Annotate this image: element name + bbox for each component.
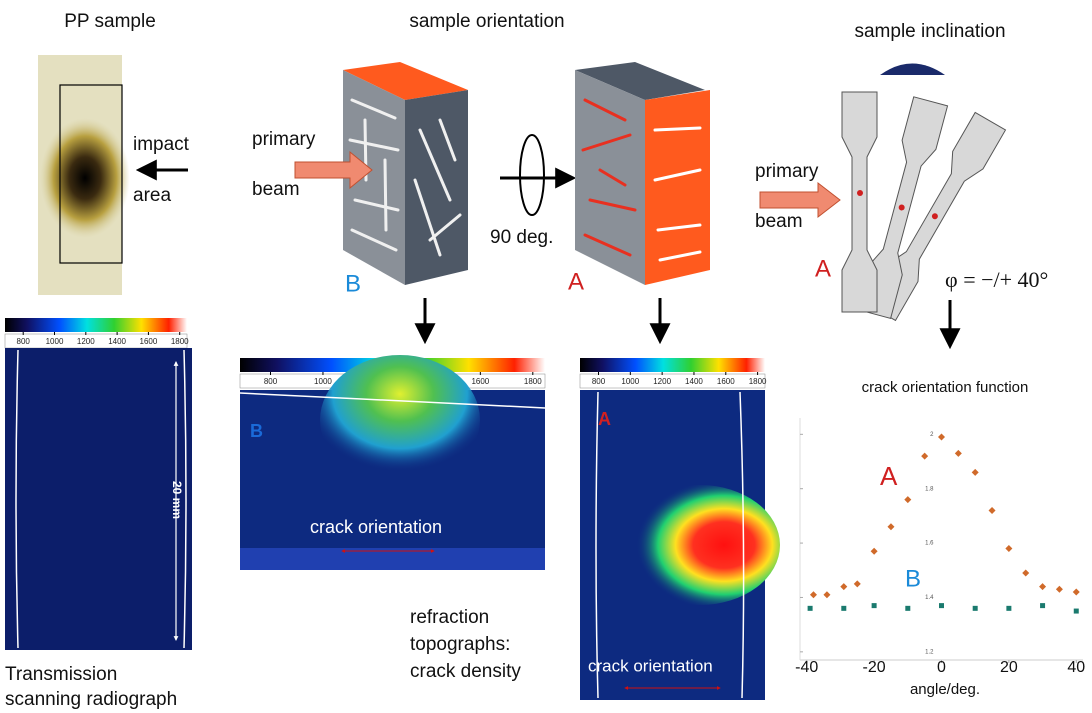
point [955,450,962,457]
sample-label: A [815,255,831,282]
caption: crack density [410,661,521,682]
colorbar-tick-label: 1400 [108,337,126,346]
colorbar-tick-label: 1400 [685,377,703,386]
y-tick-label: 2 [930,432,934,438]
radiograph [5,348,192,650]
rotation-icon [520,135,544,215]
x-axis-label: angle/deg. [910,681,980,698]
topograph-label: A [598,409,611,429]
caption: scanning radiograph [5,689,177,710]
beam-label: beam [252,179,300,200]
colorbar-tick-label: 1600 [717,377,735,386]
colorbar: 800 1000 1200 1400 1600 1800 [580,358,767,388]
y-tick-label: 1.4 [925,595,934,601]
colorbar-tick-label: 1600 [471,377,489,386]
point [1056,586,1063,593]
x-tick-label: 0 [937,659,946,676]
point [840,583,847,590]
point [972,469,979,476]
rotation-label: 90 deg. [490,227,553,248]
colorbar-tick-label: 1800 [749,377,767,386]
orientation-title: sample orientation [409,11,564,32]
point [921,453,928,460]
colorbar-tick-label: 1600 [140,337,158,346]
point [1073,589,1080,596]
density-blob [320,355,480,485]
y-tick-label: 1.2 [925,649,934,655]
colorbar: 800 1000 1200 1400 1600 1800 [5,318,189,348]
colorbar-axis [580,374,765,388]
x-tick-label: 20 [1000,659,1018,676]
point [1040,603,1045,608]
annotation: B [905,565,921,592]
colorbar-tick-label: 1000 [314,377,332,386]
colorbar-tick-label: 1800 [171,337,189,346]
point [854,580,861,587]
colorbar-tick-label: 800 [17,337,31,346]
impact-zone [40,118,130,238]
point [939,603,944,608]
colorbar-tick-label: 1000 [46,337,64,346]
colorbar-axis [5,334,187,348]
topograph-label: B [250,421,263,441]
point [871,548,878,555]
point [1039,583,1046,590]
colorbar-tick-label: 800 [592,377,606,386]
figure: PP sample impact area 800 1000 1200 1400 160… [0,0,1092,713]
chart-title: crack orientation function [862,379,1029,396]
point [938,434,945,441]
point [973,606,978,611]
point [823,591,830,598]
point [1005,545,1012,552]
scale-label: 20 mm [170,481,184,519]
density-blob [620,485,780,605]
block-side [405,90,468,285]
caption: Transmission [5,664,117,685]
impact-label: impact [133,134,190,155]
annotation: crack orientation [588,656,713,675]
caption: topographs: [410,634,510,655]
x-tick-label: 40 [1067,659,1085,676]
point [904,496,911,503]
point [989,507,996,514]
point [1022,569,1029,576]
colorbar-tick-label: 1800 [524,377,542,386]
colorbar-tick-label: 1000 [621,377,639,386]
impact-label: area [133,185,171,206]
pp-title: PP sample [64,11,156,32]
annotation: crack orientation [310,517,442,537]
x-tick-label: -40 [795,659,818,676]
point [1006,606,1011,611]
angle-label: φ = −/+ 40° [945,267,1048,292]
beam-label: primary [252,129,316,150]
beam-label: beam [755,211,803,232]
point [841,606,846,611]
colorbar-tick-label: 800 [264,377,278,386]
sample-label: A [568,268,584,295]
colorbar-gradient [5,318,187,332]
y-tick-label: 1.6 [925,541,934,547]
colorbar-tick-label: 1200 [77,337,95,346]
x-tick-label: -20 [863,659,886,676]
point [887,523,894,530]
sample-label: B [345,270,361,297]
beam-label: primary [755,161,819,182]
colorbar-tick-label: 1200 [653,377,671,386]
chart: -40 -20 0 20 40 1.2 1.4 1.6 1.8 2 [795,418,1085,676]
point [1074,609,1079,614]
point [905,606,910,611]
annotation: A [880,461,898,491]
y-tick-label: 1.8 [925,486,934,492]
colorbar-gradient [580,358,765,372]
point [810,591,817,598]
tilt-arc [880,64,945,76]
point [872,603,877,608]
inclination-title: sample inclination [854,21,1005,42]
caption: refraction [410,607,489,628]
point [808,606,813,611]
